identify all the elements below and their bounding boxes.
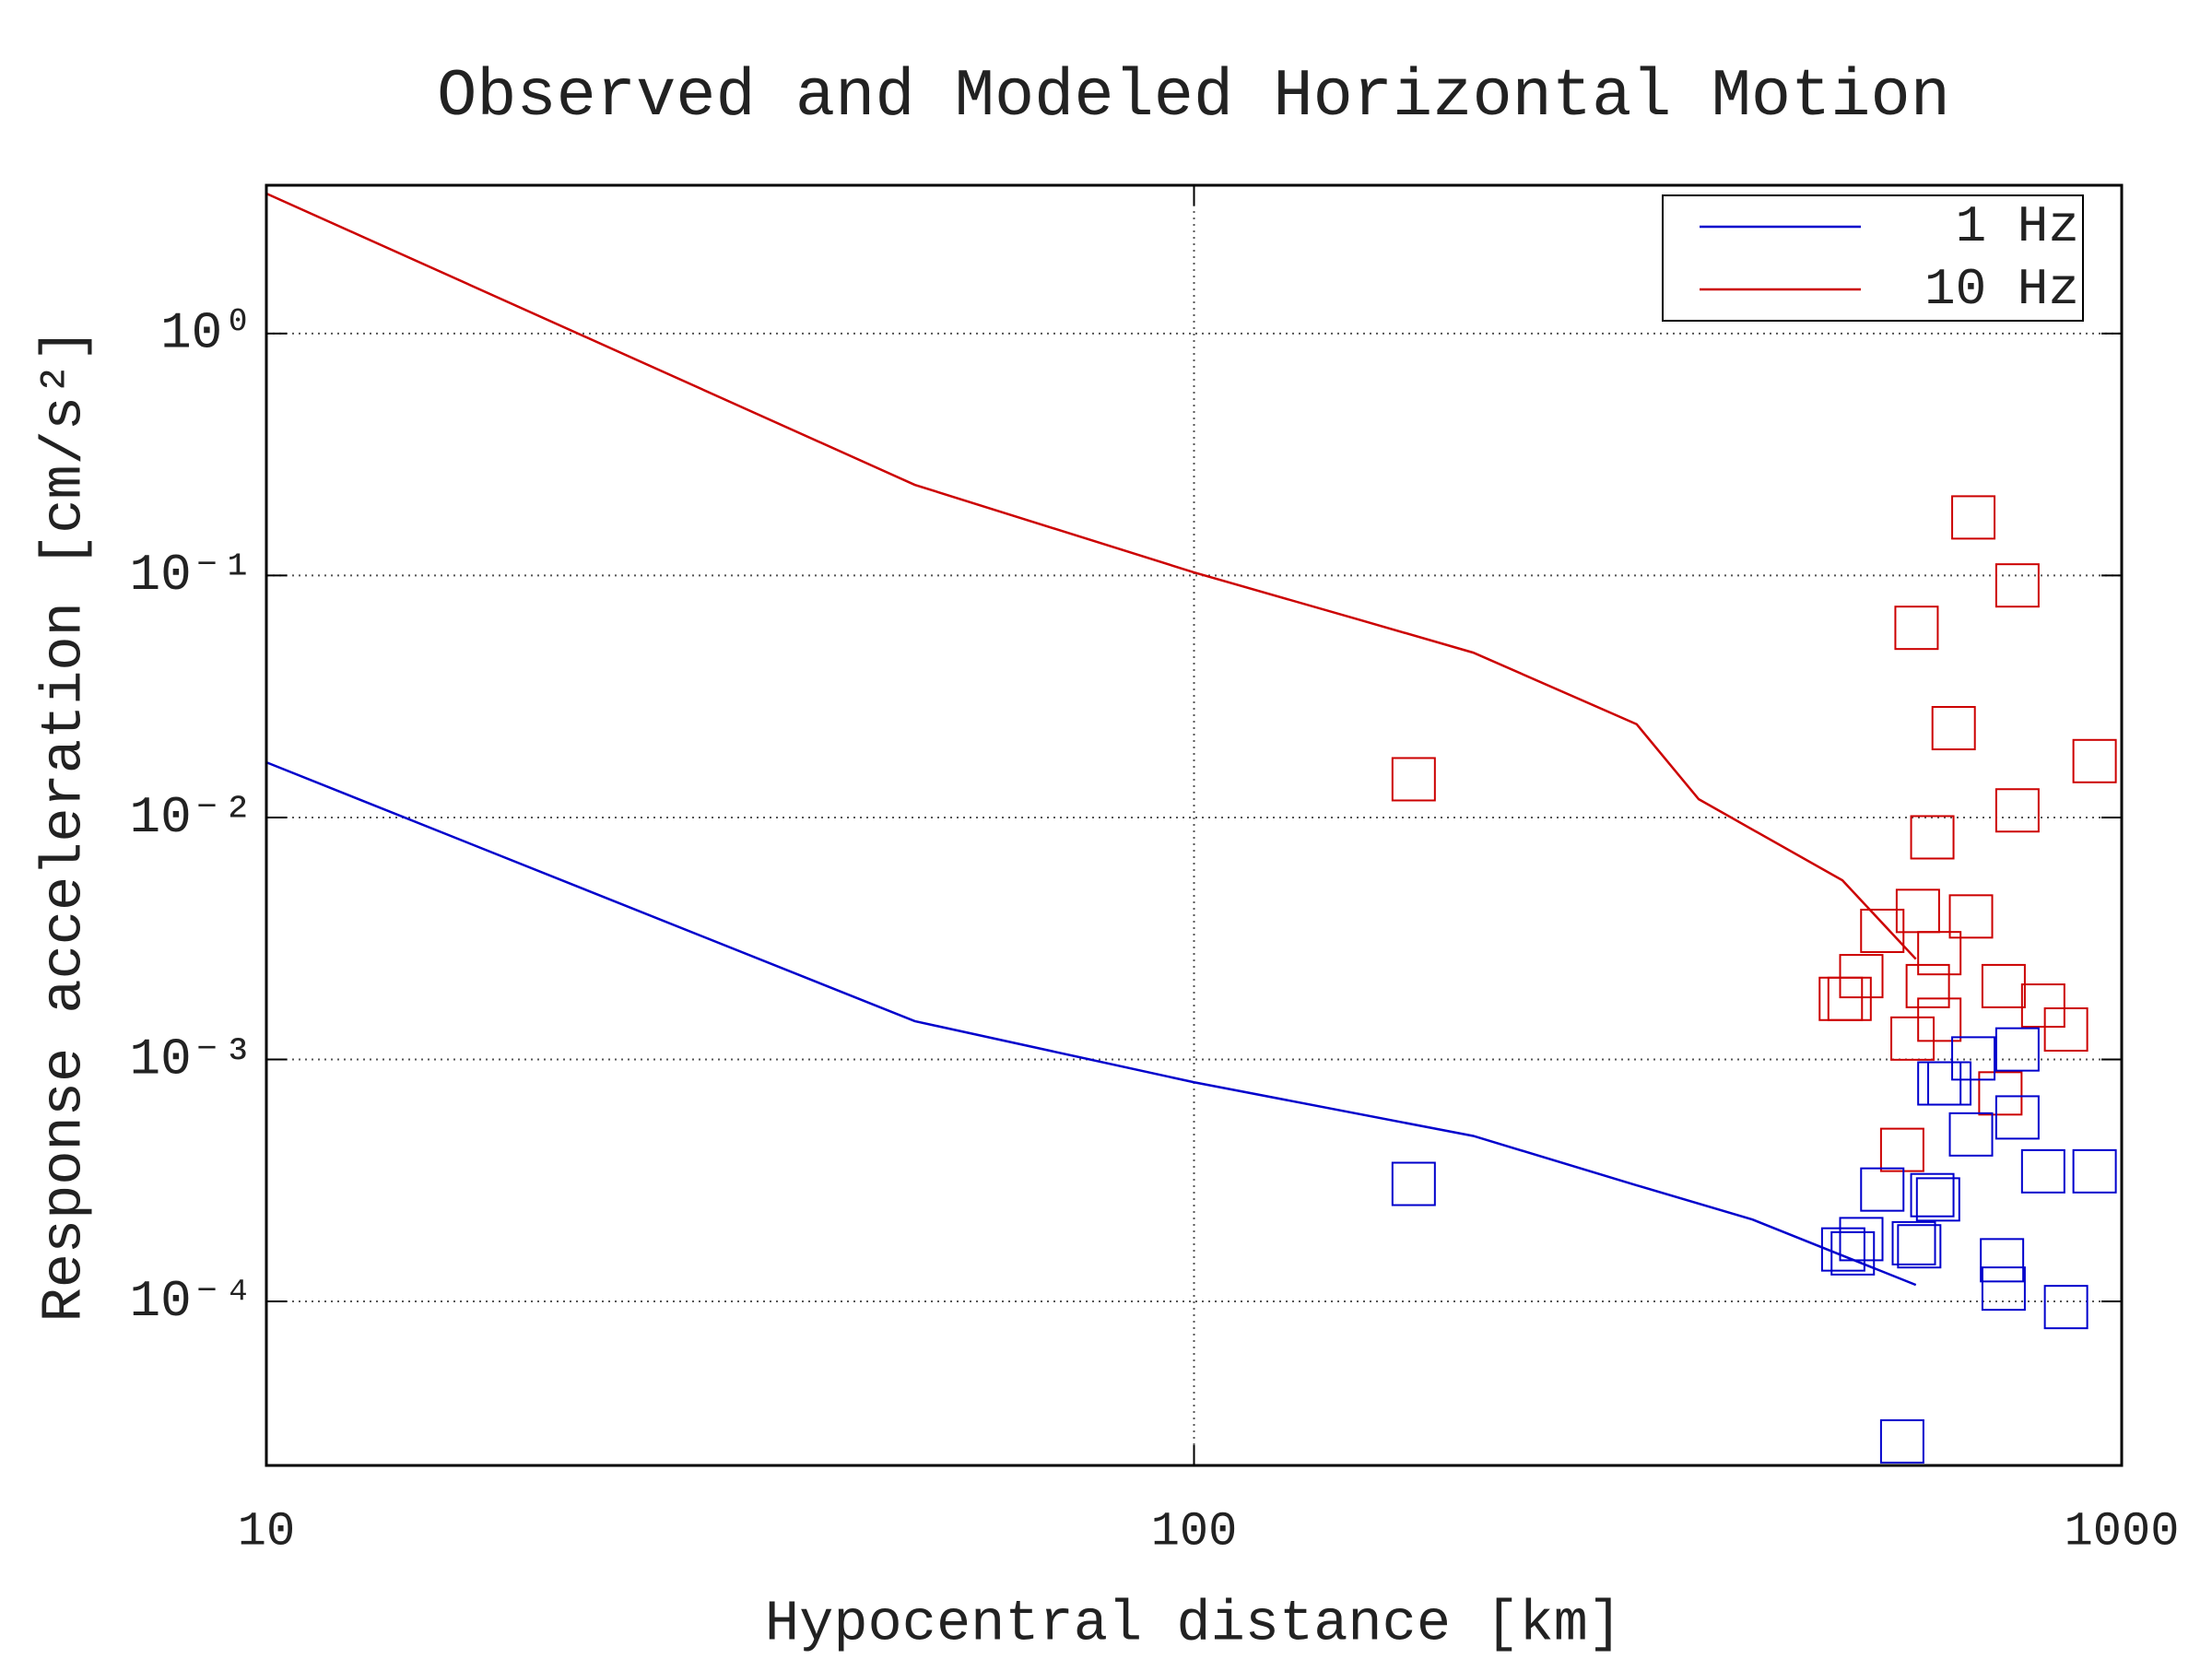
scatter-marker — [1951, 495, 1996, 540]
y-tick-label: 10⁰ — [160, 304, 253, 363]
scatter-marker — [1818, 976, 1864, 1021]
scatter-marker — [1915, 1177, 1960, 1222]
y-tick-label: 10⁻³ — [129, 1030, 253, 1088]
x-tick-label: 1000 — [2065, 1505, 2180, 1559]
y-tick-label: 10⁻¹ — [129, 546, 253, 605]
scatter-marker — [2043, 1285, 2088, 1330]
scatter-marker — [1994, 563, 2040, 608]
scatter-marker — [1890, 1016, 1936, 1061]
x-tick-label: 100 — [1151, 1505, 1238, 1559]
scatter-marker — [2020, 983, 2065, 1029]
y-tick-label: 10⁻⁴ — [129, 1272, 253, 1331]
line-series — [265, 760, 1917, 1287]
scatter-marker — [1820, 1227, 1865, 1272]
scatter-marker — [1931, 706, 1976, 751]
scatter-marker — [1860, 908, 1905, 953]
x-tick-label: 10 — [238, 1505, 295, 1559]
scatter-marker — [1994, 1095, 2040, 1140]
scatter-marker — [1391, 757, 1436, 802]
scatter-marker — [1978, 1071, 2023, 1116]
scatter-marker — [1391, 1161, 1436, 1206]
scatter-marker — [2043, 1006, 2088, 1052]
scatter-marker — [1897, 1224, 1942, 1269]
scatter-marker — [2020, 1148, 2065, 1194]
scatter-marker — [1994, 1027, 2040, 1072]
scatter-marker — [1905, 963, 1950, 1008]
scatter-marker — [1860, 1167, 1905, 1212]
scatter-marker — [1951, 1036, 1996, 1081]
scatter-marker — [1981, 963, 2026, 1008]
scatter-marker — [1894, 606, 1939, 651]
plot-frame — [265, 183, 2124, 1467]
scatter-marker — [2072, 1148, 2117, 1194]
scatter-marker — [1910, 1172, 1955, 1218]
scatter-marker — [2072, 738, 2117, 783]
scatter-marker — [1948, 894, 1994, 939]
scatter-marker — [1980, 1238, 2025, 1283]
scatter-marker — [1910, 815, 1955, 860]
scatter-marker — [1879, 1418, 1924, 1464]
legend-box — [1662, 194, 2084, 322]
legend-label: 10 Hz — [1924, 260, 2079, 319]
legend-label: 1 Hz — [1956, 197, 2079, 256]
scatter-marker — [1948, 1112, 1994, 1157]
line-series — [265, 192, 1917, 960]
scatter-marker — [1879, 1127, 1924, 1172]
scatter-marker — [1830, 1230, 1876, 1276]
scatter-marker — [1839, 1217, 1884, 1262]
scatter-marker — [1891, 1220, 1936, 1265]
y-axis-label: Response acceleration [cm/s²] — [31, 328, 97, 1323]
scatter-marker — [1917, 997, 1962, 1042]
scatter-marker — [1917, 1061, 1962, 1106]
scatter-marker — [1994, 788, 2040, 833]
chart-title: Observed and Modeled Horizontal Motion — [437, 59, 1950, 135]
scatter-marker — [1917, 931, 1962, 976]
y-tick-label: 10⁻² — [129, 788, 253, 847]
scatter-marker — [1981, 1266, 2026, 1312]
x-axis-label: Hypocentral distance [km] — [765, 1591, 1622, 1656]
